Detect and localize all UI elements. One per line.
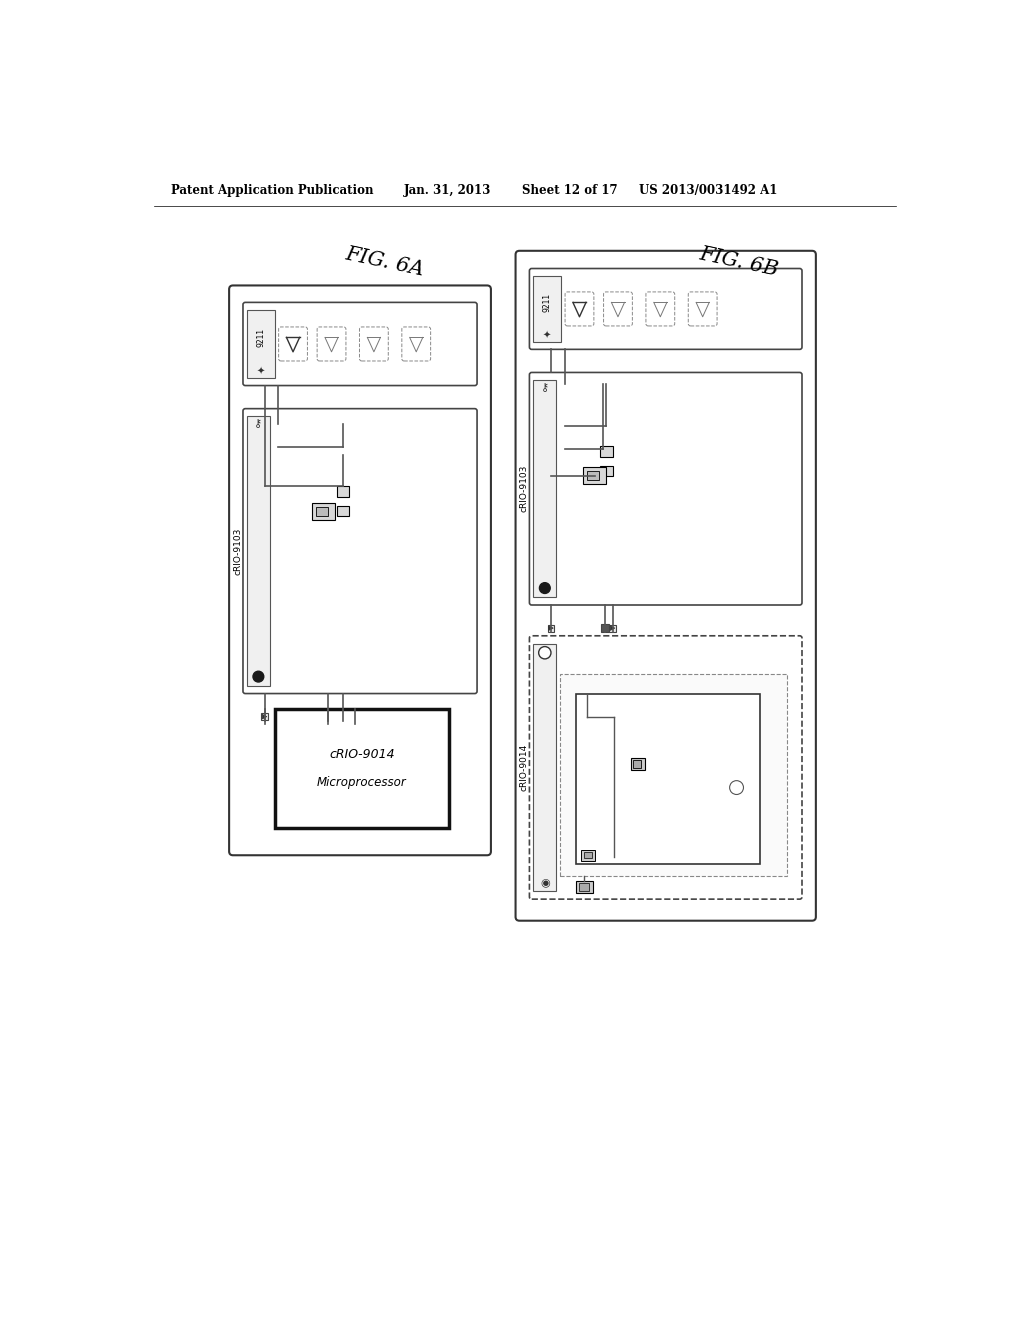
Text: ⚷: ⚷ <box>541 383 549 393</box>
Bar <box>560 675 786 876</box>
Bar <box>534 380 556 598</box>
FancyBboxPatch shape <box>243 409 477 693</box>
Bar <box>601 624 608 632</box>
FancyBboxPatch shape <box>603 292 633 326</box>
Bar <box>584 853 592 858</box>
Text: ◉: ◉ <box>540 879 550 888</box>
FancyBboxPatch shape <box>565 292 594 326</box>
Text: Jan. 31, 2013: Jan. 31, 2013 <box>403 185 492 197</box>
FancyBboxPatch shape <box>688 292 717 326</box>
Bar <box>575 693 760 865</box>
Bar <box>600 446 612 457</box>
Text: Patent Application Publication: Patent Application Publication <box>171 185 373 197</box>
Bar <box>261 713 268 721</box>
Text: ✦: ✦ <box>543 330 551 341</box>
Bar <box>587 471 599 480</box>
FancyBboxPatch shape <box>529 636 802 899</box>
Bar <box>351 713 358 721</box>
Bar <box>600 466 612 477</box>
Circle shape <box>540 582 550 594</box>
FancyBboxPatch shape <box>359 327 388 360</box>
Bar <box>548 624 554 631</box>
Bar <box>581 850 595 861</box>
Bar <box>633 760 641 768</box>
Text: US 2013/0031492 A1: US 2013/0031492 A1 <box>639 185 777 197</box>
Bar <box>609 624 616 631</box>
FancyBboxPatch shape <box>317 327 346 360</box>
FancyBboxPatch shape <box>529 268 802 350</box>
Bar <box>247 310 274 378</box>
Bar <box>534 644 556 891</box>
Text: cRIO-9103: cRIO-9103 <box>233 528 242 574</box>
Text: 9211: 9211 <box>256 327 265 347</box>
FancyBboxPatch shape <box>279 327 307 360</box>
Polygon shape <box>549 626 553 631</box>
Bar <box>337 487 349 498</box>
FancyBboxPatch shape <box>229 285 490 855</box>
Text: cRIO-9014: cRIO-9014 <box>519 744 528 791</box>
Text: cRIO-9103: cRIO-9103 <box>519 465 528 512</box>
FancyBboxPatch shape <box>401 327 431 360</box>
Bar <box>312 503 336 520</box>
Bar <box>575 880 593 892</box>
Bar <box>247 416 270 686</box>
Polygon shape <box>262 714 267 719</box>
Text: Sheet 12 of 17: Sheet 12 of 17 <box>521 185 617 197</box>
Bar <box>534 276 561 342</box>
Text: FIG. 6A: FIG. 6A <box>343 244 426 280</box>
Text: ✦: ✦ <box>257 367 265 376</box>
FancyBboxPatch shape <box>243 302 477 385</box>
Circle shape <box>539 647 551 659</box>
Bar <box>325 713 333 721</box>
Text: Microprocessor: Microprocessor <box>317 776 407 789</box>
Bar <box>579 883 590 891</box>
Bar <box>631 758 645 771</box>
Polygon shape <box>352 714 357 719</box>
FancyBboxPatch shape <box>646 292 675 326</box>
FancyBboxPatch shape <box>529 372 802 605</box>
Bar <box>316 507 329 516</box>
Circle shape <box>253 672 264 682</box>
Circle shape <box>730 780 743 795</box>
Bar <box>275 709 449 829</box>
FancyBboxPatch shape <box>515 251 816 921</box>
Text: ⚷: ⚷ <box>254 418 262 429</box>
Polygon shape <box>610 626 614 631</box>
Text: cRIO-9014: cRIO-9014 <box>329 748 395 760</box>
Bar <box>337 506 349 516</box>
Bar <box>584 467 606 484</box>
Text: FIG. 6B: FIG. 6B <box>697 244 780 280</box>
Text: 9211: 9211 <box>543 293 552 312</box>
